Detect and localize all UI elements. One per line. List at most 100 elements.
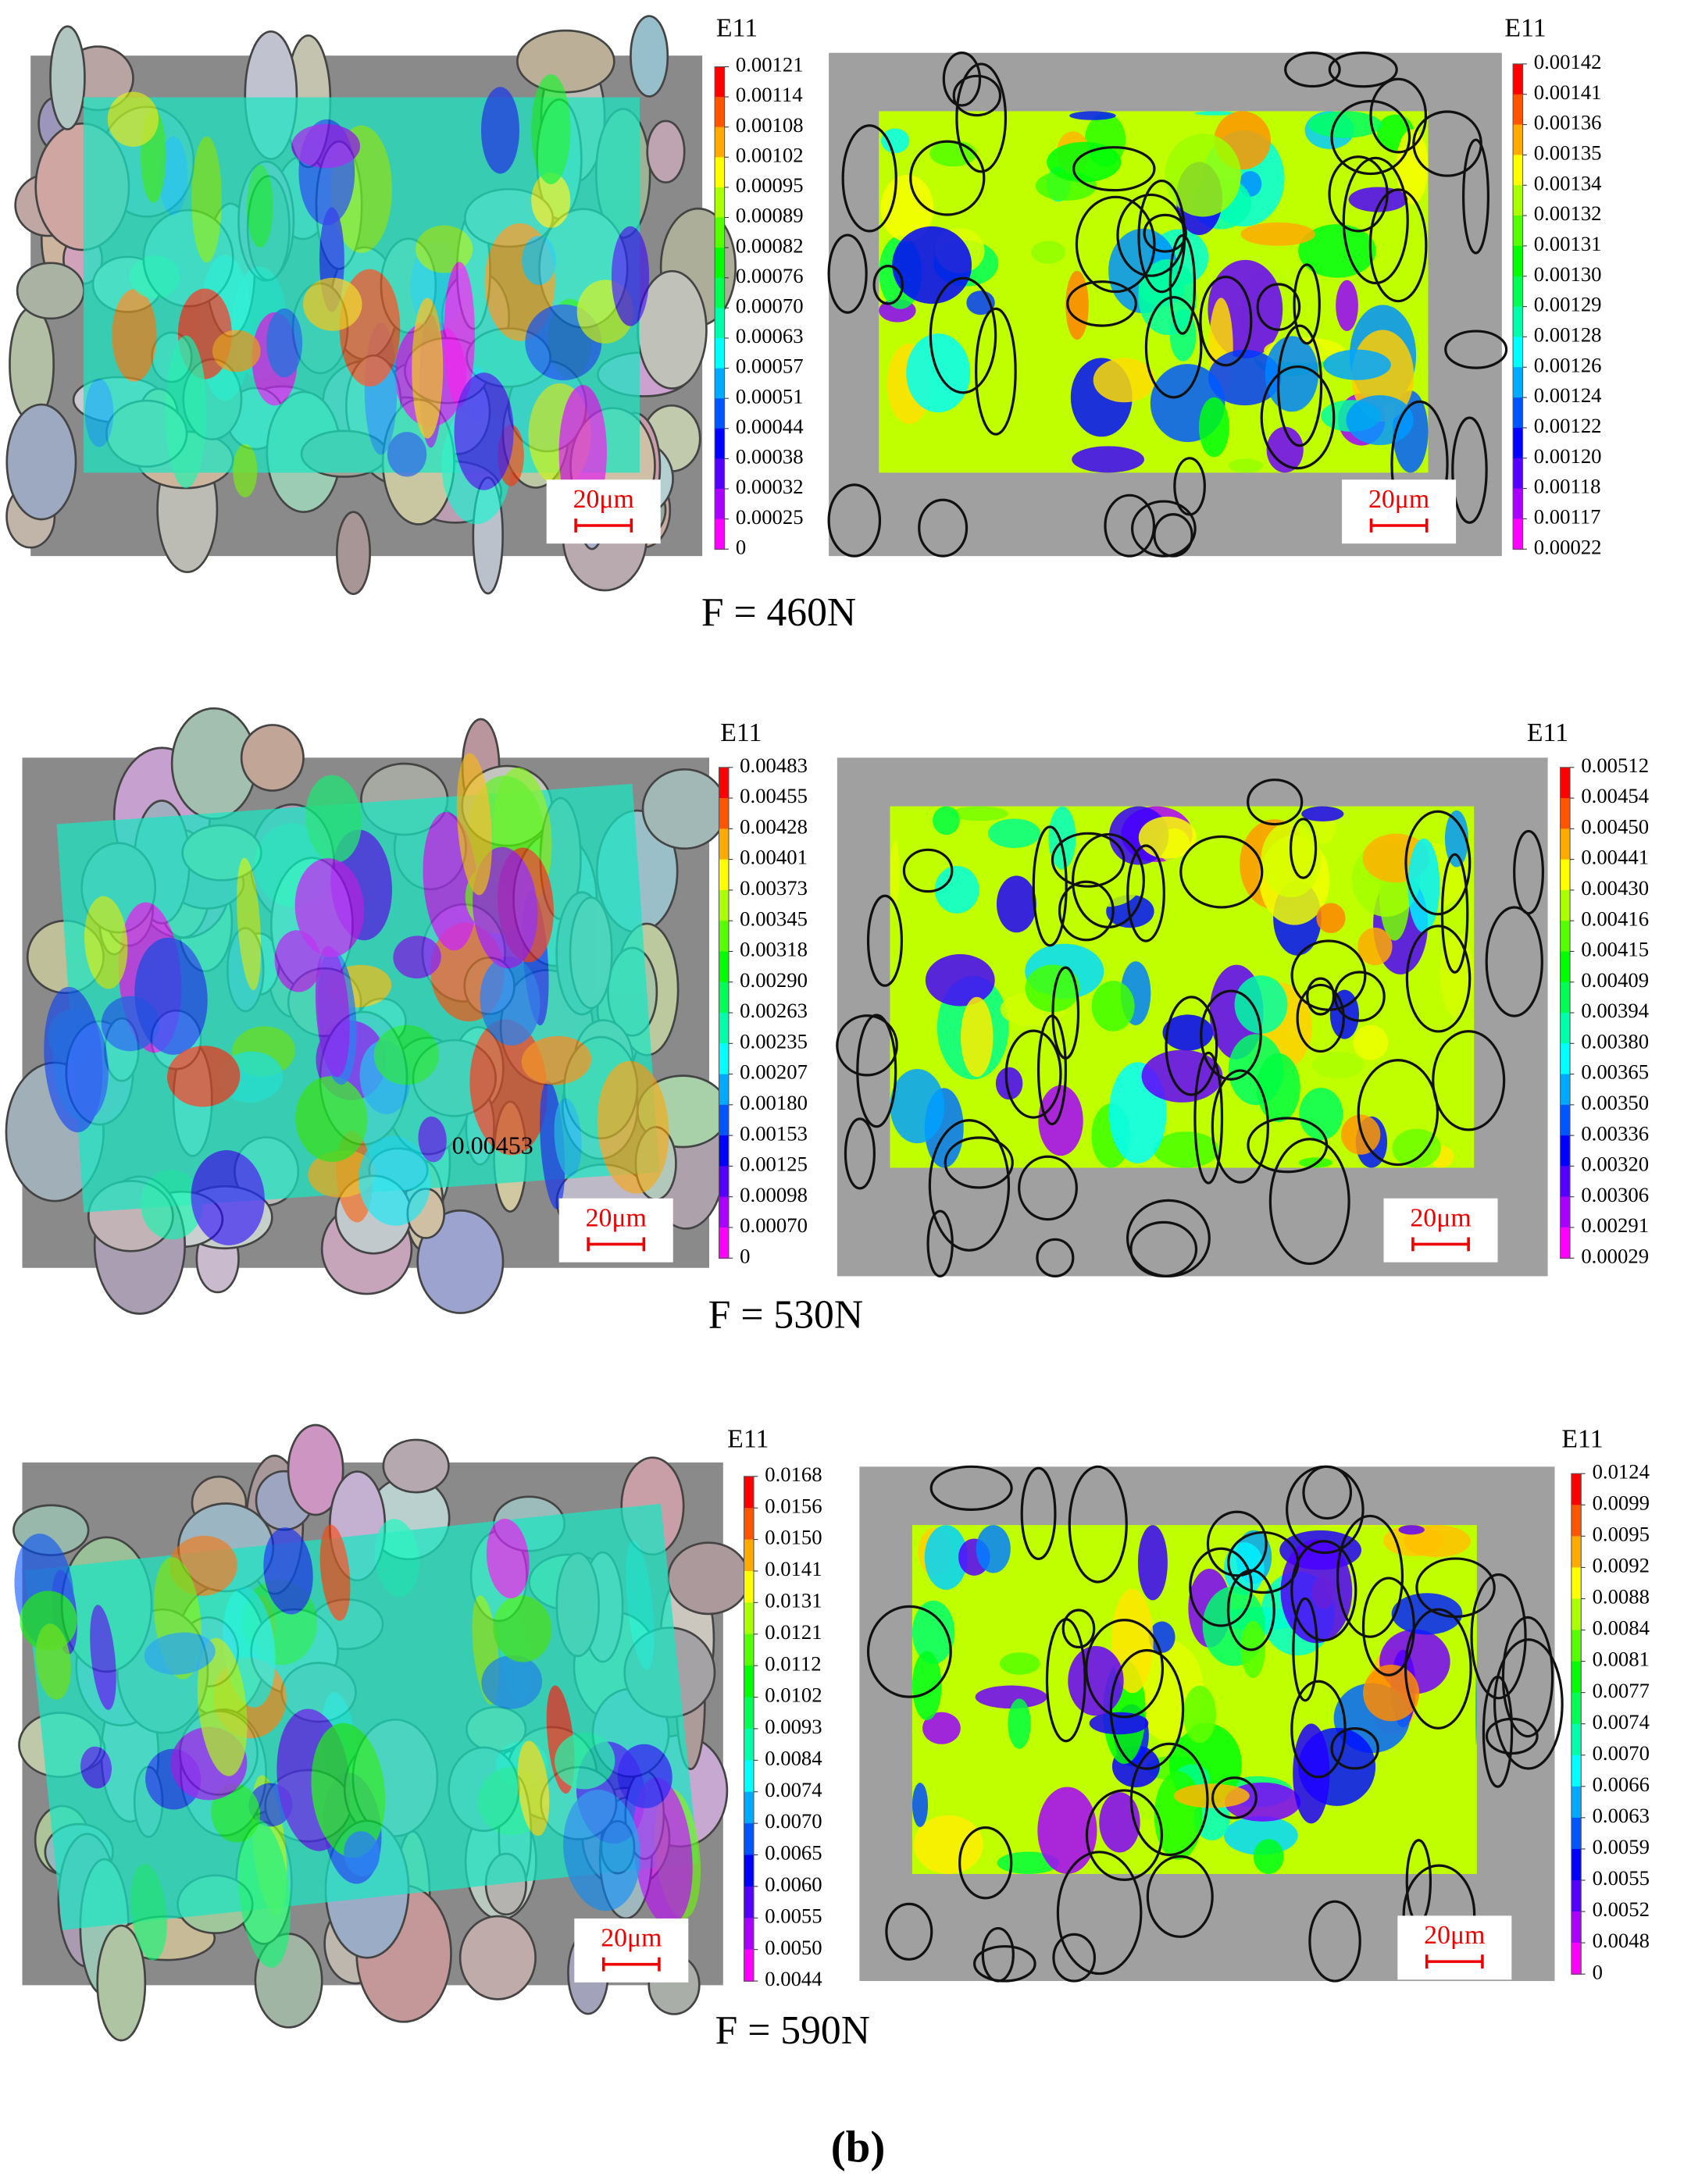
colorbar-segment [1571,1817,1582,1850]
strain-blob [359,1135,430,1226]
colorbar-label: 0.0055 [765,1904,822,1927]
colorbar-title: E11 [720,718,762,747]
strain-blob [134,937,208,1055]
scale-bar-box [1342,479,1457,544]
colorbar-segment [719,889,729,922]
grain-boundary [1052,1933,1097,1983]
grain-boundary [1357,1059,1439,1167]
grain-boundary [1290,1540,1357,1642]
colorbar-segment [719,1196,729,1228]
grain-boundary [1206,1510,1268,1577]
strain-blob [996,875,1036,933]
strain-blob [933,806,960,835]
colorbar-segment [1560,828,1571,860]
strain-blob [626,1541,655,1670]
colorbar-label: 0.0093 [765,1715,822,1738]
grain-boundary [1004,1029,1062,1119]
figure-label: (b) [831,2123,886,2172]
strain-blob [1308,111,1382,138]
grain [516,29,615,94]
colorbar-title: E11 [727,1424,769,1453]
colorbar-label: 0.0070 [765,1809,822,1833]
grain-boundary [955,62,1008,173]
colorbar-label: 0.0095 [1593,1522,1650,1545]
strain-blob [1348,187,1408,212]
grain-boundary [1451,416,1488,524]
grain-boundary [902,848,954,893]
colorbar-segment [719,982,729,1014]
colorbar-label: 0.0141 [765,1557,822,1580]
colorbar-segment [744,1728,754,1762]
colorbar-label: 0.0102 [765,1683,822,1707]
colorbar-label: 0.0156 [765,1494,822,1517]
strain-blob [1072,446,1144,473]
colorbar-label: 0.00235 [740,1029,808,1053]
colorbar-label: 0.00365 [1581,1060,1649,1084]
grain [9,306,55,422]
colorbar-label: 0.00180 [740,1091,808,1114]
colorbar-label: 0.0063 [1593,1804,1650,1827]
colorbar-label: 0.00306 [1581,1183,1649,1206]
strain-blob [922,1712,961,1744]
grain-boundary [1513,829,1545,915]
strain-blob [1099,1792,1140,1853]
strain-blob [311,1723,386,1858]
strain-blob [80,1746,112,1789]
grain-boundary [1290,939,1367,1011]
colorbar-segment [1513,245,1523,277]
strain-blob [373,1024,440,1085]
grain-boundary [1330,99,1411,176]
strain-blob [1316,903,1346,934]
colorbar-segment [744,1697,754,1730]
strain-blob [929,140,977,167]
colorbar-segment [1560,1166,1571,1198]
colorbar-label: 0.0074 [765,1778,822,1801]
colorbar-label: 0.00207 [740,1060,808,1084]
grain [630,15,669,98]
colorbar-segment [715,66,725,98]
colorbar-label: 0.00401 [740,846,808,869]
colorbar-label: 0.00044 [736,415,804,438]
colorbar-segment [744,1854,754,1887]
strain-blob [167,1046,241,1107]
grain-boundary [1328,155,1389,233]
strain-blob [554,1098,582,1177]
strain-blob [266,308,303,378]
colorbar-label: 0.00076 [736,264,804,287]
colorbar-segment [744,1539,754,1572]
colorbar-label: 0.00029 [1581,1244,1649,1267]
colorbar-segment [744,1918,754,1951]
grain-boundary [1143,213,1187,253]
colorbar-segment [1560,859,1571,891]
strain-blob [263,1527,313,1615]
colorbar-segment [744,1666,754,1698]
colorbar-title: E11 [1504,13,1546,42]
colorbar-segment [1513,337,1523,369]
strain-blob [997,1851,1060,1874]
strain-blob [890,1068,945,1144]
strain-blob [563,1789,641,1911]
strain-blob [1346,395,1414,445]
grain-boundary [844,1117,876,1190]
strain-blob [130,1863,167,1961]
colorbar-label: 0.0050 [765,1936,822,1959]
colorbar-segment [715,187,725,219]
strain-blob [890,840,900,905]
strain-blob [444,262,475,408]
colorbar-segment [1560,1196,1571,1228]
grain-boundary [827,233,868,314]
colorbar-segment [1560,1104,1571,1137]
colorbar-segment [1571,1911,1582,1944]
grain-boundary [1260,365,1336,470]
colorbar-segment [715,217,725,249]
colorbar-label: 0.00320 [1581,1153,1649,1176]
colorbar-segment [715,277,725,309]
colorbar-label: 0.0099 [1593,1491,1650,1514]
grain-boundary [1193,1051,1224,1185]
colorbar-label: 0.00428 [740,814,808,838]
strain-blob [1392,1128,1441,1168]
grain-boundary [885,1902,933,1961]
grain-boundary [1276,324,1323,447]
grain-boundary [1284,52,1341,88]
colorbar-segment [744,1949,754,1982]
